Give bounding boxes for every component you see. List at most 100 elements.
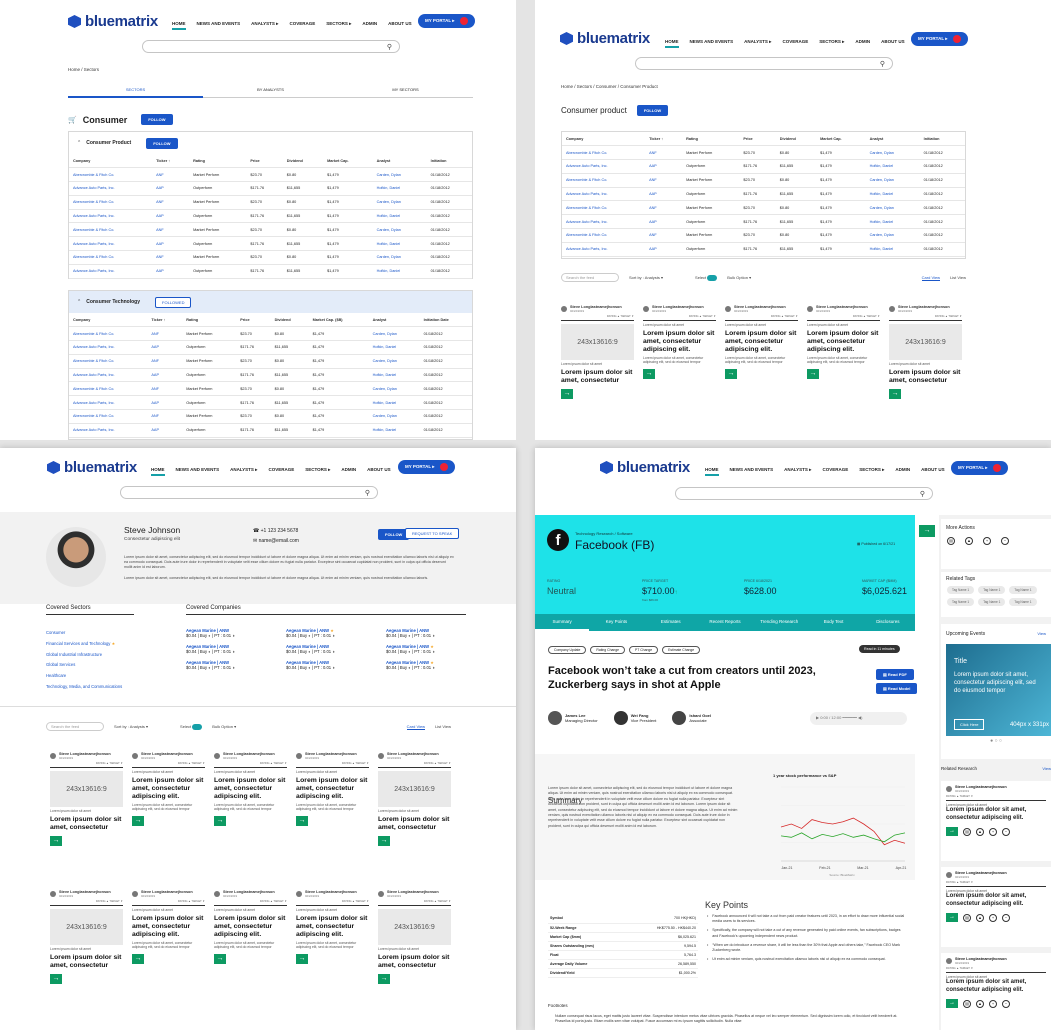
star-icon[interactable]: ★ — [329, 628, 335, 633]
research-card[interactable]: Steve Longlastnamejhonson 02/22/2019 RATIN… — [643, 303, 716, 399]
my-portal-button[interactable]: MY PORTAL ▸ — [951, 461, 1008, 475]
card-headline[interactable]: Lorem ipsum dolor sit amet, consectetur … — [807, 329, 879, 353]
table-row[interactable]: Abercrombie & Fitch Co. ANF Market Perform… — [69, 167, 472, 183]
tag-chip[interactable]: Tag Name 1 — [1009, 586, 1037, 594]
covered-company[interactable]: Aegean Marine | ANW $0.04 | Buy ◐ | PT : … — [186, 644, 276, 654]
table-row[interactable]: Advance Auto Parts, Inc. AAP Outperform $17… — [69, 264, 472, 279]
related-research-card[interactable]: Steve Longlastnamejhonson 02/22/2019 RATIN… — [941, 953, 1051, 1030]
select-toggle[interactable] — [192, 723, 203, 730]
tab-summary[interactable]: Summary — [535, 614, 590, 631]
column-header[interactable]: Rating — [189, 154, 247, 169]
column-header[interactable]: Company — [562, 132, 646, 147]
print-icon[interactable]: ▤ — [963, 827, 971, 836]
table-row[interactable]: Abercrombie & Fitch Co. ANF Market Perform… — [69, 326, 472, 342]
card-headline[interactable]: Lorem ipsum dolor sit amet, consectetur — [561, 368, 633, 384]
nav-home[interactable]: HOME — [151, 467, 165, 476]
next-arrow-button[interactable]: → — [919, 525, 935, 537]
table-cell[interactable]: Hofkin, Daniel — [368, 395, 420, 411]
research-card[interactable]: Steve Longlastnamejhonson 02/22/2019 RATIN… — [378, 888, 451, 984]
covered-company[interactable]: Aegean Marine | ANW $0.04 | Buy ◐ | PT : … — [286, 644, 376, 654]
table-row[interactable]: Abercrombie & Fitch Co. ANF Market Perform… — [562, 173, 965, 188]
card-headline[interactable]: Lorem ipsum dolor sit amet, consectetur … — [296, 914, 368, 938]
table-row[interactable]: Advance Auto Parts, Inc. AAP Outperform $17… — [562, 159, 965, 174]
nav-home[interactable]: HOME — [665, 39, 679, 48]
related-research-card[interactable]: Steve Longlastnamejhonson 02/22/2019 RATIN… — [941, 781, 1051, 861]
sector-link[interactable]: Healthcare — [46, 671, 122, 682]
table-cell[interactable]: Carden, Dylan — [368, 354, 420, 369]
research-card[interactable]: Steve Longlastnamejhonson 02/22/2019 RATIN… — [296, 888, 369, 984]
table-cell[interactable]: Carden, Dylan — [865, 200, 920, 216]
column-header[interactable]: Ticker ↑ — [152, 154, 190, 169]
follow-button[interactable]: FOLLOW — [141, 114, 173, 125]
covered-company[interactable]: Aegean Marine | ANW $0.04 | Buy ◐ | PT : … — [186, 628, 276, 638]
add-icon[interactable]: + — [989, 999, 997, 1008]
card-headline[interactable]: Lorem ipsum dolor sit amet, consectetur — [378, 815, 450, 831]
arrow-right-icon[interactable]: → — [378, 835, 390, 846]
nav-home[interactable]: HOME — [705, 467, 719, 476]
brand-logo[interactable]: bluematrix — [560, 30, 650, 47]
covered-company[interactable]: Aegean Marine | ANW $0.04 | Buy ◐ | PT : … — [286, 660, 376, 670]
table-cell[interactable]: Hofkin, Daniel — [865, 214, 920, 230]
card-headline[interactable]: Lorem ipsum dolor sit amet, consectetur — [378, 953, 450, 969]
column-header[interactable]: Initiation — [919, 132, 965, 147]
minus-icon[interactable]: − — [1002, 913, 1010, 922]
table-cell[interactable]: Advance Auto Parts, Inc. — [562, 242, 646, 257]
arrow-right-icon[interactable]: → — [132, 815, 144, 826]
card-headline[interactable]: Lorem ipsum dolor sit amet, consectetur — [50, 815, 122, 831]
search-icon[interactable]: ⚲ — [386, 44, 392, 51]
arrow-right-icon[interactable]: → — [50, 973, 62, 984]
table-cell[interactable]: Advance Auto Parts, Inc. — [69, 368, 148, 383]
tab-estimates[interactable]: Estimates — [660, 619, 681, 624]
nav-sectors[interactable]: SECTORS ▸ — [305, 467, 331, 472]
table-row[interactable]: Abercrombie & Fitch Co. ANF Market Perform… — [562, 228, 965, 243]
table-row[interactable]: Advance Auto Parts, Inc. AAP Outperform $17… — [562, 187, 965, 202]
search-icon[interactable]: ⚲ — [879, 61, 885, 68]
column-header[interactable]: Initiation — [426, 154, 472, 169]
phone[interactable]: ☎ +1 123 234 5678 — [253, 528, 298, 534]
card-headline[interactable]: Lorem ipsum dolor sit amet, consectetur … — [643, 329, 715, 353]
card-headline[interactable]: Lorem ipsum dolor sit amet, consectetur … — [132, 914, 204, 938]
table-cell[interactable]: Hofkin, Daniel — [368, 340, 420, 355]
table-row[interactable]: Advance Auto Parts, Inc. AAP Outperform $17… — [69, 368, 472, 383]
nav-analysts[interactable]: ANALYSTS ▸ — [784, 467, 812, 472]
card-headline[interactable]: Lorem ipsum dolor sit amet, consectetur … — [725, 329, 797, 353]
my-portal-button[interactable]: MY PORTAL ▸ — [398, 460, 455, 474]
chip-estimate-change[interactable]: Estimate Change — [662, 646, 701, 654]
my-portal-button[interactable]: MY PORTAL ▸ — [911, 32, 968, 46]
table-cell[interactable]: Abercrombie & Fitch Co. — [562, 173, 646, 188]
card-headline[interactable]: Lorem ipsum dolor sit amet, consectetur — [50, 953, 122, 969]
card-headline[interactable]: Lorem ipsum dolor sit amet, consectetur … — [946, 893, 1027, 907]
view-all-link[interactable]: View — [1042, 766, 1051, 771]
column-header[interactable]: Company — [69, 154, 153, 169]
tab-by-analysts[interactable]: BY ANALYSTS — [203, 83, 338, 98]
audio-player[interactable]: ▶ 0:00 / 12:00 ━━━━━━ ◀) — [810, 712, 907, 725]
nav-admin[interactable]: ADMIN — [362, 21, 378, 26]
brand-logo[interactable]: bluematrix — [47, 459, 137, 476]
column-header[interactable]: Rating — [682, 132, 740, 147]
brand-logo[interactable]: bluematrix — [68, 13, 158, 30]
table-cell[interactable]: Carden, Dylan — [368, 326, 420, 342]
nav-about[interactable]: ABOUT US — [388, 21, 412, 26]
arrow-right-icon[interactable]: → — [296, 815, 308, 826]
add-icon[interactable]: + — [989, 827, 997, 836]
table-cell[interactable]: Advance Auto Parts, Inc. — [562, 214, 646, 230]
my-portal-button[interactable]: MY PORTAL ▸ — [418, 14, 475, 28]
arrow-right-icon[interactable]: → — [889, 388, 901, 399]
nav-sectors[interactable]: SECTORS ▸ — [326, 21, 352, 26]
sector-link[interactable]: Global Industrial Infrastructure — [46, 650, 122, 661]
nav-about[interactable]: ABOUT US — [367, 467, 391, 472]
nav-about[interactable]: ABOUT US — [881, 39, 905, 44]
research-card[interactable]: Steve Longlastnamejhonson 02/22/2019 RATIN… — [50, 888, 123, 984]
tag-chip[interactable]: Tag Name 1 — [978, 586, 1006, 594]
chip-company-update[interactable]: Company Update — [548, 646, 587, 654]
table-row[interactable]: Advance Auto Parts, Inc. AAP Outperform $17… — [69, 423, 472, 438]
table-cell[interactable]: Hofkin, Daniel — [865, 187, 920, 202]
arrow-right-icon[interactable]: → — [50, 835, 62, 846]
arrow-right-icon[interactable]: → — [807, 368, 819, 379]
table-row[interactable]: Abercrombie & Fitch Co. ANF Market Perform… — [69, 409, 472, 424]
tab-trending-research[interactable]: Trending Research — [760, 619, 799, 624]
arrow-right-icon[interactable]: → — [132, 953, 144, 964]
card-headline[interactable]: Lorem ipsum dolor sit amet, consectetur — [889, 368, 961, 384]
table-row[interactable]: Advance Auto Parts, Inc. AAP Outperform $17… — [69, 340, 472, 355]
column-header[interactable]: Ticker ↑ — [645, 132, 683, 147]
